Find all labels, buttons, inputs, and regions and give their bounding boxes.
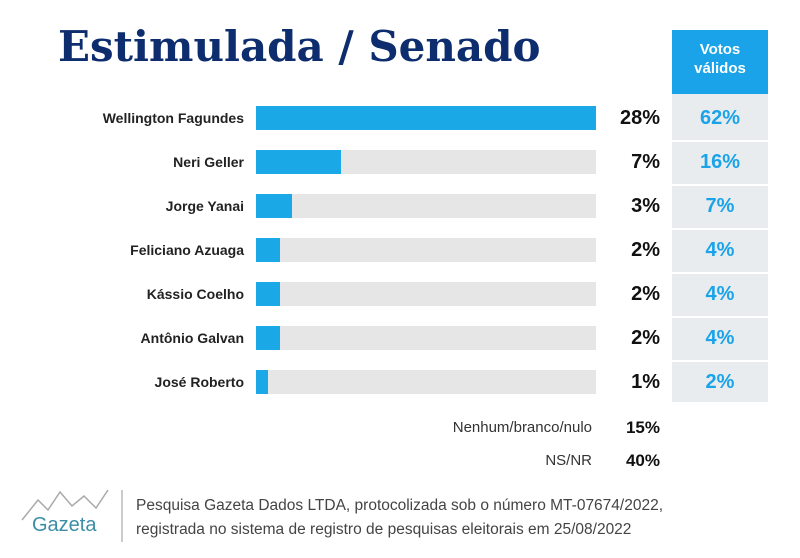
valid-value-label: 2%	[705, 371, 735, 393]
valid-column	[672, 94, 768, 402]
row-track	[256, 326, 596, 350]
category-label: José Roberto	[154, 374, 244, 390]
bar	[256, 238, 281, 262]
source-line: Pesquisa Gazeta Dados LTDA, protocolizad…	[136, 497, 664, 514]
value-label: 2%	[631, 327, 660, 349]
category-label: Neri Geller	[173, 154, 244, 170]
row-track	[256, 282, 596, 306]
category-label: Wellington Fagundes	[102, 110, 244, 126]
bar	[256, 150, 341, 174]
row-track	[256, 238, 596, 262]
other-label: Nenhum/branco/nulo	[452, 419, 592, 436]
row-track	[256, 194, 596, 218]
category-label: Kássio Coelho	[146, 286, 244, 302]
row-track	[256, 370, 596, 394]
other-value-label: 15%	[625, 418, 660, 437]
valid-value-label: 16%	[699, 151, 741, 173]
category-label: Jorge Yanai	[165, 198, 244, 214]
logo-mark	[21, 489, 109, 521]
category-label: Antônio Galvan	[140, 330, 244, 346]
bar	[256, 370, 269, 394]
bar	[256, 106, 596, 130]
valid-separator	[672, 272, 768, 274]
value-label: 28%	[619, 107, 660, 129]
other-label: NS/NR	[545, 452, 592, 469]
bar	[256, 194, 293, 218]
logo: Gazeta	[32, 514, 97, 536]
value-label: 2%	[631, 283, 660, 305]
bar	[256, 282, 281, 306]
valid-header-label: Votos válidos	[694, 41, 746, 77]
valid-value-label: 4%	[705, 239, 735, 261]
valid-separator	[672, 316, 768, 318]
valid-value-label: 4%	[705, 327, 735, 349]
value-label: 7%	[631, 151, 660, 173]
valid-separator	[672, 184, 768, 186]
source-line: registrada no sistema de registro de pes…	[136, 521, 632, 538]
valid-separator	[672, 360, 768, 362]
valid-separator	[672, 140, 768, 142]
valid-separator	[672, 228, 768, 230]
bar	[256, 326, 281, 350]
other-value-label: 40%	[625, 451, 660, 470]
valid-value-label: 62%	[699, 107, 741, 129]
value-label: 2%	[631, 239, 660, 261]
value-label: 1%	[631, 371, 660, 393]
valid-value-label: 4%	[705, 283, 735, 305]
valid-value-label: 7%	[705, 195, 735, 217]
value-label: 3%	[631, 195, 660, 217]
category-label: Feliciano Azuaga	[130, 242, 244, 258]
valid-header	[672, 30, 768, 94]
chart-title: Estimulada / Senado	[58, 22, 541, 71]
